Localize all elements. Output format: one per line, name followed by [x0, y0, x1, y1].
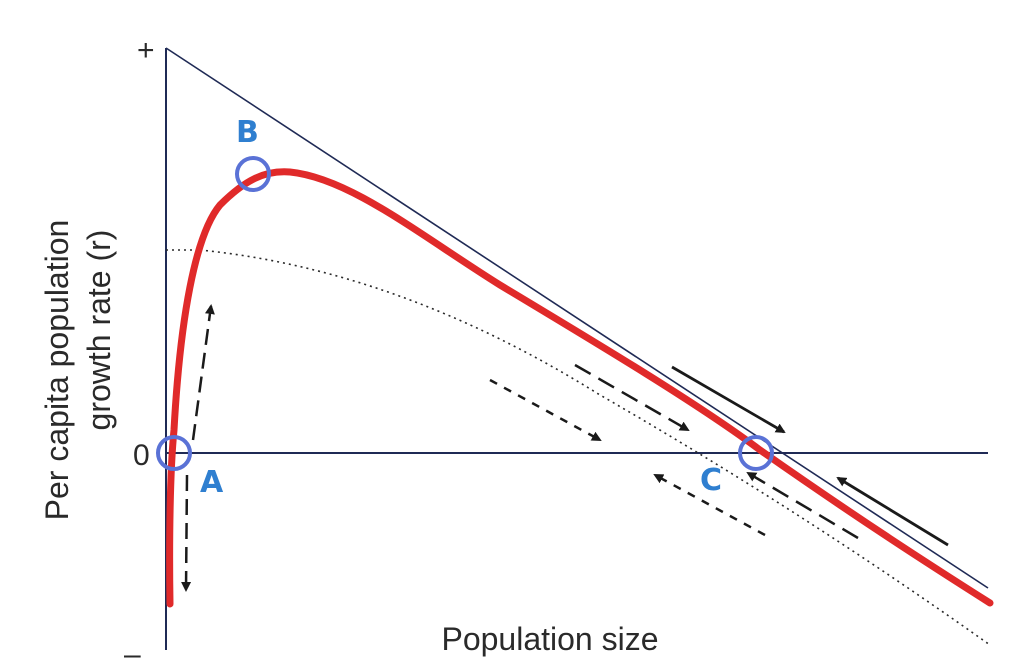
x-axis-label: Population size [441, 621, 658, 657]
short-dash-arrow-left [653, 473, 766, 537]
y-axis-label-line2: growth rate (r) [81, 230, 117, 431]
arrow-down-near-a [181, 474, 192, 592]
linear-growth-line [165, 47, 989, 589]
solid-arrow-right [671, 365, 786, 434]
y-axis-label-line1: Per capita population [39, 220, 75, 521]
short-dash-arrow-right [489, 378, 602, 442]
arrow-up-near-a [191, 304, 215, 441]
point-b-marker [235, 156, 271, 192]
allee-growth-curve [166, 168, 994, 608]
point-c-label: C [700, 463, 722, 498]
dotted-growth-curve [199, 249, 991, 646]
long-dash-arrow-left [746, 471, 859, 540]
long-dash-arrow-right [574, 363, 690, 432]
solid-arrow-left [836, 476, 949, 547]
y-tick-zero: 0 [133, 439, 150, 472]
y-tick-plus: + [137, 34, 155, 67]
point-c-marker [738, 435, 774, 471]
point-a-marker [156, 435, 192, 471]
point-a-label: A [200, 465, 224, 500]
y-tick-minus: – [124, 638, 141, 671]
point-b-label: B [236, 115, 259, 150]
